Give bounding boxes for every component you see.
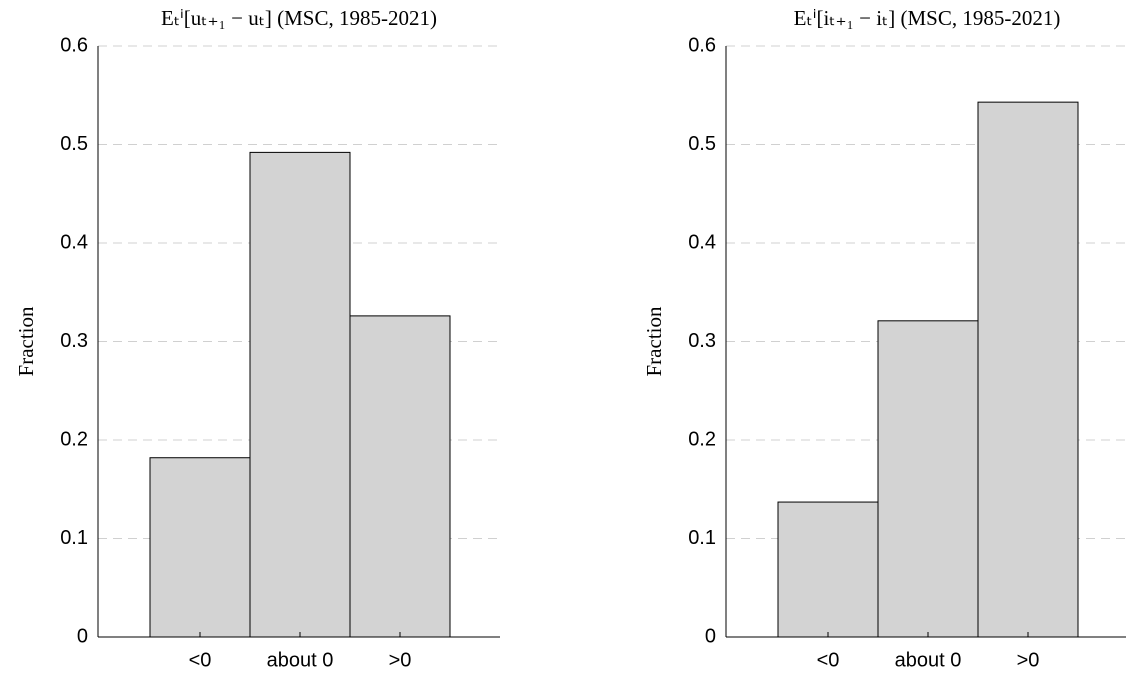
- chart-title: Eₜⁱ[uₜ₊₁ − uₜ] (MSC, 1985-2021): [161, 6, 437, 30]
- bar: [349, 315, 451, 638]
- y-tick-label: 0.6: [60, 34, 88, 56]
- chart-title: Eₜⁱ[iₜ₊₁ − iₜ] (MSC, 1985-2021): [794, 6, 1061, 30]
- y-tick-label: 0.3: [60, 330, 88, 352]
- x-tick-label: <0: [189, 649, 212, 671]
- x-tick-label: >0: [1017, 649, 1040, 671]
- bar: [149, 457, 251, 638]
- x-tick-label: >0: [389, 649, 412, 671]
- y-axis-label: Fraction: [642, 306, 666, 376]
- y-tick-label: 0.2: [688, 428, 716, 450]
- bar: [777, 501, 879, 638]
- y-axis-label: Fraction: [14, 306, 38, 376]
- y-tick-label: 0.6: [688, 34, 716, 56]
- y-tick-label: 0.1: [688, 527, 716, 549]
- bar: [977, 101, 1079, 638]
- y-tick-label: 0.2: [60, 428, 88, 450]
- y-tick-label: 0.3: [688, 330, 716, 352]
- y-tick-label: 0.4: [60, 231, 88, 253]
- y-tick-label: 0.1: [60, 527, 88, 549]
- x-tick-label: about 0: [267, 649, 334, 671]
- y-tick-label: 0: [705, 625, 716, 647]
- bar: [249, 151, 351, 638]
- x-tick-label: <0: [817, 649, 840, 671]
- x-tick-label: about 0: [895, 649, 962, 671]
- y-tick-label: 0.5: [60, 133, 88, 155]
- bar: [877, 320, 979, 638]
- y-tick-label: 0: [77, 625, 88, 647]
- y-tick-label: 0.5: [688, 133, 716, 155]
- y-tick-label: 0.4: [688, 231, 716, 253]
